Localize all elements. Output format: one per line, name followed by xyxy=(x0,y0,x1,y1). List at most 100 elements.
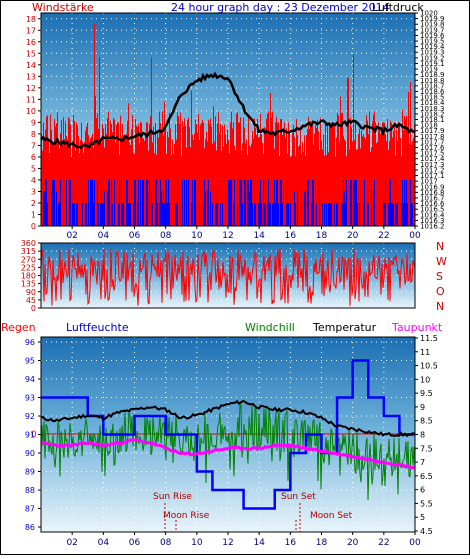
left-tick-label: 89 xyxy=(25,468,35,477)
x-tick-label: 06 xyxy=(129,231,141,241)
left-tick-label: 12 xyxy=(26,84,36,93)
x-tick-label: 22 xyxy=(378,231,389,241)
windchill-segment xyxy=(207,424,208,425)
right-tick-label: 8.5 xyxy=(420,417,433,426)
right-tick-label: 5.5 xyxy=(420,499,433,508)
left-tick-label: 225 xyxy=(21,263,36,272)
left-axis-label: Windstärke xyxy=(32,1,94,14)
x-tick-label: 22 xyxy=(378,538,389,548)
x-tick-label: 12 xyxy=(222,231,233,241)
left-tick-label: 180 xyxy=(21,272,36,281)
x-tick-label: 16 xyxy=(285,231,297,241)
x-tick-label: 02 xyxy=(66,231,77,241)
right-tick-label: 6 xyxy=(420,486,425,495)
left-tick-label: 315 xyxy=(21,247,36,256)
x-tick-label: 04 xyxy=(98,538,110,548)
left-tick-label: 92 xyxy=(25,412,35,421)
sun-rise-label: Sun Rise xyxy=(153,492,192,502)
left-tick-label: 360 xyxy=(21,239,36,248)
left-tick-label: 45 xyxy=(26,296,36,305)
left-tick-label: 9 xyxy=(31,118,36,127)
left-tick-label: 90 xyxy=(25,449,35,458)
left-tick-label: 6 xyxy=(31,153,36,162)
windchill-segment xyxy=(212,445,213,446)
left-tick-label: 4 xyxy=(31,176,36,185)
x-tick-label: 20 xyxy=(347,231,359,241)
x-tick-label: 14 xyxy=(253,231,265,241)
x-tick-label: 06 xyxy=(129,538,141,548)
left-tick-label: 13 xyxy=(26,72,36,81)
right-tick-label: 10.5 xyxy=(420,362,438,371)
x-tick-label: 00 xyxy=(409,231,421,241)
left-tick-label: 15 xyxy=(26,49,36,58)
left-tick-label: 88 xyxy=(25,486,35,495)
legend-luftfeuchte: Luftfeuchte xyxy=(66,321,129,334)
left-tick-label: 14 xyxy=(26,61,36,70)
left-tick-label: 94 xyxy=(25,375,35,384)
right-tick-label: 1020 xyxy=(420,10,438,18)
left-tick-label: 17 xyxy=(26,26,36,35)
compass-letter: O xyxy=(436,285,445,298)
x-tick-label: 16 xyxy=(285,538,297,548)
x-tick-label: 04 xyxy=(98,231,110,241)
left-tick-label: 1 xyxy=(31,210,36,219)
x-tick-label: 10 xyxy=(191,538,203,548)
right-tick-label: 5 xyxy=(420,513,425,522)
left-tick-label: 91 xyxy=(25,431,35,440)
compass-letter: S xyxy=(436,270,443,283)
left-tick-label: 90 xyxy=(26,288,36,297)
right-tick-label: 11 xyxy=(420,348,430,357)
right-tick-label: 7.5 xyxy=(420,444,433,453)
left-tick-label: 86 xyxy=(25,523,35,532)
x-tick-label: 12 xyxy=(222,538,233,548)
moon-rise-label: Moon Rise xyxy=(163,511,210,521)
right-tick-label: 9 xyxy=(420,403,425,412)
x-tick-label: 20 xyxy=(347,538,359,548)
left-tick-label: 3 xyxy=(31,187,36,196)
left-tick-label: 5 xyxy=(31,164,36,173)
x-tick-label: 18 xyxy=(316,538,328,548)
x-tick-label: 10 xyxy=(191,231,203,241)
right-tick-label: 6.5 xyxy=(420,472,433,481)
plot1-right-ticks: 1016.21016.31016.41016.51016.61016.71016… xyxy=(415,10,445,231)
compass-letter: W xyxy=(436,255,447,268)
left-tick-label: 10 xyxy=(26,107,36,116)
left-tick-label: 270 xyxy=(21,255,36,264)
compass-letter: N xyxy=(436,240,444,253)
x-tick-label: 02 xyxy=(66,538,77,548)
right-tick-label: 9.5 xyxy=(420,389,433,398)
right-tick-label: 7 xyxy=(420,458,425,467)
left-tick-label: 95 xyxy=(25,357,35,366)
left-tick-label: 11 xyxy=(26,95,36,104)
right-tick-label: 4.5 xyxy=(420,527,433,536)
moon-set-label: Moon Set xyxy=(310,511,353,521)
left-tick-label: 93 xyxy=(25,394,35,403)
left-tick-label: 18 xyxy=(26,15,36,24)
left-tick-label: 8 xyxy=(31,130,36,139)
x-tick-label: 08 xyxy=(160,538,172,548)
legend-temperatur: Temperatur xyxy=(312,321,377,334)
left-tick-label: 0 xyxy=(31,304,36,313)
left-tick-label: 7 xyxy=(31,141,36,150)
compass-letter: N xyxy=(436,300,444,313)
left-tick-label: 0 xyxy=(31,222,36,231)
left-tick-label: 87 xyxy=(25,505,35,514)
right-axis-label: Luftdruck xyxy=(372,1,424,14)
left-tick-label: 2 xyxy=(31,199,36,208)
right-tick-label: 10 xyxy=(420,375,430,384)
x-tick-label: 08 xyxy=(160,231,172,241)
chart-title: 24 hour graph day : 23 Dezember 2014 xyxy=(171,1,390,14)
left-tick-label: 135 xyxy=(21,280,36,289)
left-tick-label: 96 xyxy=(25,338,35,347)
sun-set-label: Sun Set xyxy=(281,492,316,502)
left-tick-label: 16 xyxy=(26,38,36,47)
x-tick-label: 14 xyxy=(253,538,265,548)
x-tick-label: 00 xyxy=(409,538,421,548)
legend-taupunkt: Taupunkt xyxy=(391,321,443,334)
legend-windchill: Windchill xyxy=(245,321,295,334)
right-tick-label: 8 xyxy=(420,431,425,440)
legend-regen: Regen xyxy=(1,321,36,334)
right-tick-label: 11.5 xyxy=(420,334,438,343)
